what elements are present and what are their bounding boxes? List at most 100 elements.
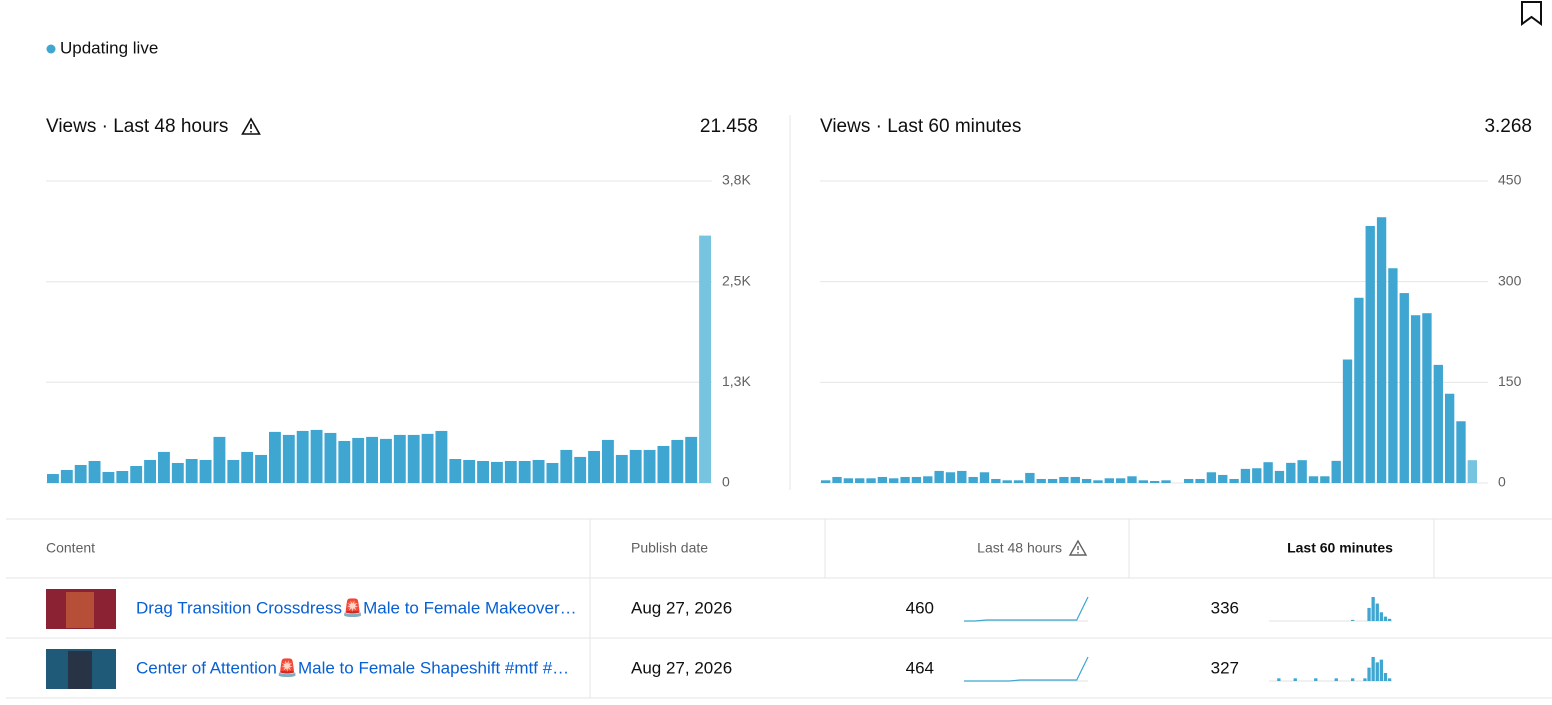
bar xyxy=(282,434,295,483)
bar xyxy=(171,462,184,483)
bar xyxy=(491,461,503,483)
spark-bar xyxy=(1383,673,1388,681)
bar xyxy=(144,459,156,483)
publish-date: Aug 27, 2026 xyxy=(631,658,732,677)
bar xyxy=(1286,462,1296,483)
bar xyxy=(47,474,59,483)
y-tick-label: 450 xyxy=(1498,172,1522,188)
bar xyxy=(1399,293,1409,483)
bar xyxy=(1002,480,1012,483)
column-header: Content xyxy=(46,540,95,556)
bar xyxy=(1422,313,1432,483)
bar xyxy=(1115,478,1126,483)
spark-bar xyxy=(1371,657,1375,681)
bar xyxy=(199,459,212,483)
bar xyxy=(866,478,876,483)
spark-bar xyxy=(1293,678,1297,681)
bar xyxy=(449,458,462,483)
column-header[interactable]: Last 48 hours xyxy=(977,540,1062,556)
bar xyxy=(1093,480,1103,483)
bookmark-icon[interactable] xyxy=(1521,1,1542,26)
bar xyxy=(504,460,517,483)
bar xyxy=(574,456,587,483)
bar xyxy=(1036,478,1046,483)
bar xyxy=(1252,468,1262,483)
bar xyxy=(352,437,365,483)
bar xyxy=(1354,297,1364,483)
bar xyxy=(1388,268,1398,483)
bar xyxy=(518,460,531,483)
bar xyxy=(227,459,240,483)
thumbnail-figure xyxy=(66,592,94,628)
bar xyxy=(911,476,922,483)
warning-icon[interactable] xyxy=(1068,539,1088,556)
sparkline xyxy=(964,656,1089,682)
views-60m: 327 xyxy=(1211,658,1239,677)
bar xyxy=(407,434,420,483)
bar xyxy=(945,472,956,483)
bar xyxy=(241,451,254,483)
bar xyxy=(979,472,990,483)
chart-title: Views · Last 60 minutes xyxy=(820,116,1021,137)
y-tick-label: 0 xyxy=(722,474,730,490)
bar xyxy=(255,454,267,483)
bar xyxy=(968,476,978,483)
bar xyxy=(1229,478,1239,483)
bar xyxy=(463,459,476,483)
bar xyxy=(1456,421,1466,483)
bar xyxy=(366,436,378,483)
bar xyxy=(1218,474,1228,483)
chart-total: 3.268 xyxy=(1484,116,1532,137)
status: Updating live xyxy=(60,38,158,57)
bar xyxy=(1320,476,1330,483)
bar xyxy=(116,470,129,483)
bar xyxy=(877,476,888,483)
table xyxy=(6,518,1552,699)
spark-bar xyxy=(1367,667,1371,681)
bar xyxy=(560,449,573,483)
y-tick-label: 1,3K xyxy=(722,373,751,389)
bar xyxy=(671,439,684,483)
bar xyxy=(832,476,842,483)
bar xyxy=(338,440,351,483)
bar xyxy=(1206,472,1217,483)
bar xyxy=(421,433,434,483)
bar xyxy=(900,476,910,483)
bar xyxy=(60,469,73,483)
column-header[interactable]: Publish date xyxy=(631,540,708,556)
spark-bar xyxy=(1379,659,1383,681)
y-tick-label: 0 xyxy=(1498,474,1506,490)
bar xyxy=(991,478,1001,483)
bar xyxy=(1433,364,1443,483)
bar xyxy=(532,459,545,483)
spark-bar xyxy=(1387,678,1392,681)
bar xyxy=(1263,462,1273,483)
bar xyxy=(185,458,198,483)
bar xyxy=(477,460,489,483)
bar xyxy=(1342,359,1353,483)
video-title[interactable]: Drag Transition Crossdress🚨Male to Femal… xyxy=(136,597,577,617)
warning-icon[interactable] xyxy=(241,117,261,135)
bar xyxy=(1376,217,1387,484)
bar xyxy=(629,449,642,483)
views-48h: 464 xyxy=(906,658,934,677)
y-tick-label: 150 xyxy=(1498,373,1522,389)
column-header[interactable]: Last 60 minutes xyxy=(1287,540,1393,556)
publish-date: Aug 27, 2026 xyxy=(631,598,732,617)
bar xyxy=(588,450,600,483)
bar xyxy=(1444,393,1455,483)
bar xyxy=(957,470,967,483)
video-title[interactable]: Center of Attention🚨Male to Female Shape… xyxy=(136,657,569,677)
bar xyxy=(1025,472,1035,483)
bar xyxy=(269,431,281,483)
bar xyxy=(1047,478,1058,483)
bar xyxy=(74,464,87,483)
spark-bar xyxy=(1367,607,1371,621)
spark-bar xyxy=(1383,616,1388,621)
bar xyxy=(1184,478,1194,483)
bar xyxy=(1104,478,1114,483)
y-tick-label: 300 xyxy=(1498,272,1522,288)
bar xyxy=(130,465,143,483)
bar xyxy=(1410,315,1421,483)
spark-bar xyxy=(1277,678,1281,681)
